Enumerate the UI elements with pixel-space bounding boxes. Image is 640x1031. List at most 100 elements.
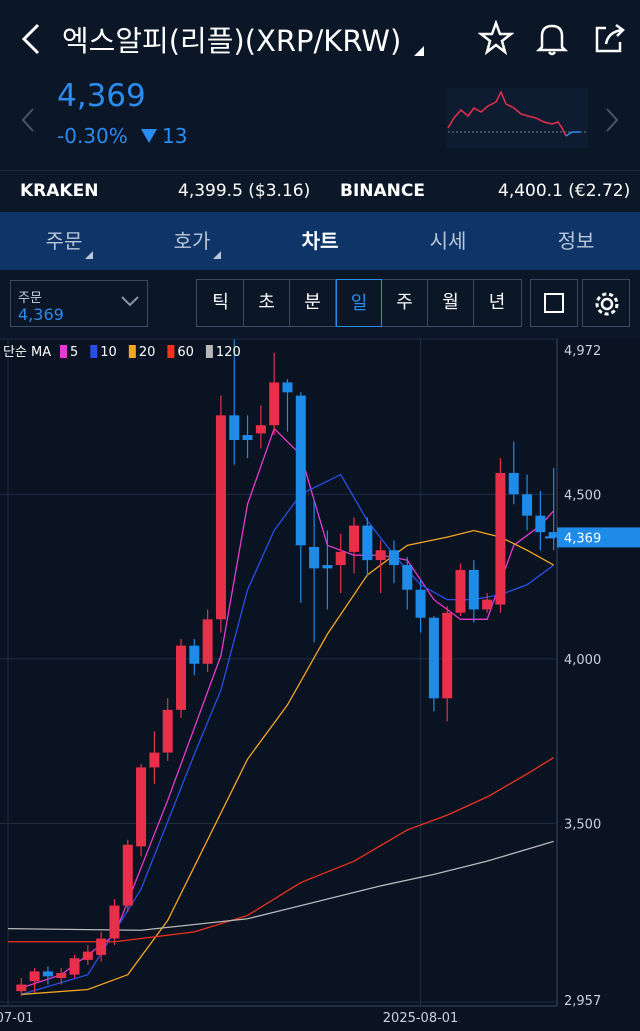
order-box[interactable] xyxy=(10,280,148,327)
x-tick-label: 2025-08-01 xyxy=(383,1011,459,1026)
back-button[interactable] xyxy=(18,22,44,56)
candle-body xyxy=(122,844,133,906)
candle-body xyxy=(109,905,120,939)
candle-body xyxy=(508,472,519,495)
candle-body xyxy=(42,971,53,977)
legend-swatch xyxy=(90,345,98,358)
legend-label: 60 xyxy=(177,345,194,360)
candle-body xyxy=(375,550,386,561)
ma-line xyxy=(7,756,555,943)
candle-body xyxy=(349,525,360,552)
candle-body xyxy=(468,569,479,610)
period-button[interactable]: 분 xyxy=(290,279,336,327)
exchange-price: 4,400.1 (€2.72) xyxy=(498,181,631,201)
current-price-tag xyxy=(557,527,640,548)
order-label: 주문 xyxy=(18,291,42,306)
exchange-price: 4,399.5 ($3.16) xyxy=(178,181,311,201)
candle-body xyxy=(16,984,27,992)
candle-body xyxy=(309,546,320,569)
candle-body xyxy=(96,938,107,955)
y-tick-label: 3,500 xyxy=(564,817,601,832)
candle-body xyxy=(548,532,559,538)
candle-body xyxy=(442,612,453,699)
alarm-button[interactable] xyxy=(534,20,570,56)
candle-body xyxy=(522,494,533,516)
ma-line xyxy=(21,529,554,996)
title-dropdown[interactable] xyxy=(412,44,426,58)
settings-button[interactable] xyxy=(582,279,630,327)
exchange-row xyxy=(0,170,640,213)
y-tick-label: 4,000 xyxy=(564,653,601,668)
tab-indicator xyxy=(85,251,93,259)
candle-body xyxy=(322,565,333,569)
exchange-name: BINANCE xyxy=(340,181,425,201)
legend-swatch xyxy=(205,345,213,358)
change-rate: -0.30% xyxy=(57,124,128,148)
legend-label: 120 xyxy=(216,345,241,360)
candle-body xyxy=(388,550,399,566)
legend-label: 10 xyxy=(100,345,117,360)
legend-swatch xyxy=(128,345,136,358)
candle-body xyxy=(202,619,213,664)
legend-label: 5 xyxy=(70,345,78,360)
layout-button[interactable] xyxy=(530,279,578,327)
candle-body xyxy=(255,425,266,434)
tab-indicator xyxy=(213,251,221,259)
candle-body xyxy=(415,589,426,618)
tab-bar xyxy=(0,212,640,270)
tab[interactable]: 정보 xyxy=(557,229,595,253)
candle-body xyxy=(189,645,200,664)
period-button[interactable]: 일 xyxy=(336,279,382,327)
legend-swatch xyxy=(167,345,175,358)
candle-body xyxy=(29,971,40,982)
candle-body xyxy=(176,645,187,710)
candle-body xyxy=(495,472,506,605)
legend-label: 20 xyxy=(139,345,156,360)
y-tick-label: 4,972 xyxy=(564,344,601,359)
candle-body xyxy=(402,565,413,590)
period-button[interactable]: 월 xyxy=(428,279,474,327)
tab[interactable]: 주문 xyxy=(45,229,83,253)
candle-body xyxy=(362,525,373,561)
candle-body xyxy=(136,767,147,847)
candle-body xyxy=(282,382,293,393)
sparkline xyxy=(446,88,588,148)
exchange-name: KRAKEN xyxy=(20,181,99,201)
tab[interactable]: 시세 xyxy=(429,229,467,253)
current-price: 4,369 xyxy=(57,78,146,114)
title: 엑스알피(리플)(XRP/KRW) xyxy=(62,24,402,58)
candle-body xyxy=(535,515,546,533)
order-dropdown[interactable] xyxy=(120,294,140,308)
candle-body xyxy=(269,382,280,426)
down-arrow xyxy=(141,129,157,143)
prev-button[interactable] xyxy=(20,106,36,134)
candle-body xyxy=(215,415,226,620)
share-button[interactable] xyxy=(592,20,628,56)
candle-body xyxy=(428,617,439,699)
period-button[interactable]: 틱 xyxy=(198,279,244,327)
chart: 4,972 4,500 4,000 3,500 2,957 5-07-01 2025-08-… xyxy=(0,338,640,1031)
candle-body xyxy=(162,709,173,753)
candle-body xyxy=(295,395,306,546)
favorite-button[interactable] xyxy=(478,20,514,56)
ma-line xyxy=(21,473,555,996)
candle-body xyxy=(242,435,253,441)
x-tick-label: 5-07-01 xyxy=(0,1011,33,1026)
order-value: 4,369 xyxy=(18,305,64,324)
y-tick-label: 4,500 xyxy=(564,488,601,503)
period-button[interactable]: 초 xyxy=(244,279,290,327)
candle-body xyxy=(82,951,93,960)
candle-body xyxy=(69,958,80,975)
y-tick-label: 2,957 xyxy=(564,994,601,1009)
period-button[interactable]: 주 xyxy=(382,279,428,327)
period-button[interactable]: 년 xyxy=(488,292,506,313)
tab[interactable]: 차트 xyxy=(301,229,339,253)
tab[interactable]: 호가 xyxy=(173,229,211,253)
next-button[interactable] xyxy=(604,106,620,134)
candle-body xyxy=(149,752,160,768)
candle-body xyxy=(229,415,240,441)
ma-line xyxy=(7,840,554,931)
legend-swatch xyxy=(60,345,67,358)
change: 13 xyxy=(162,124,188,148)
